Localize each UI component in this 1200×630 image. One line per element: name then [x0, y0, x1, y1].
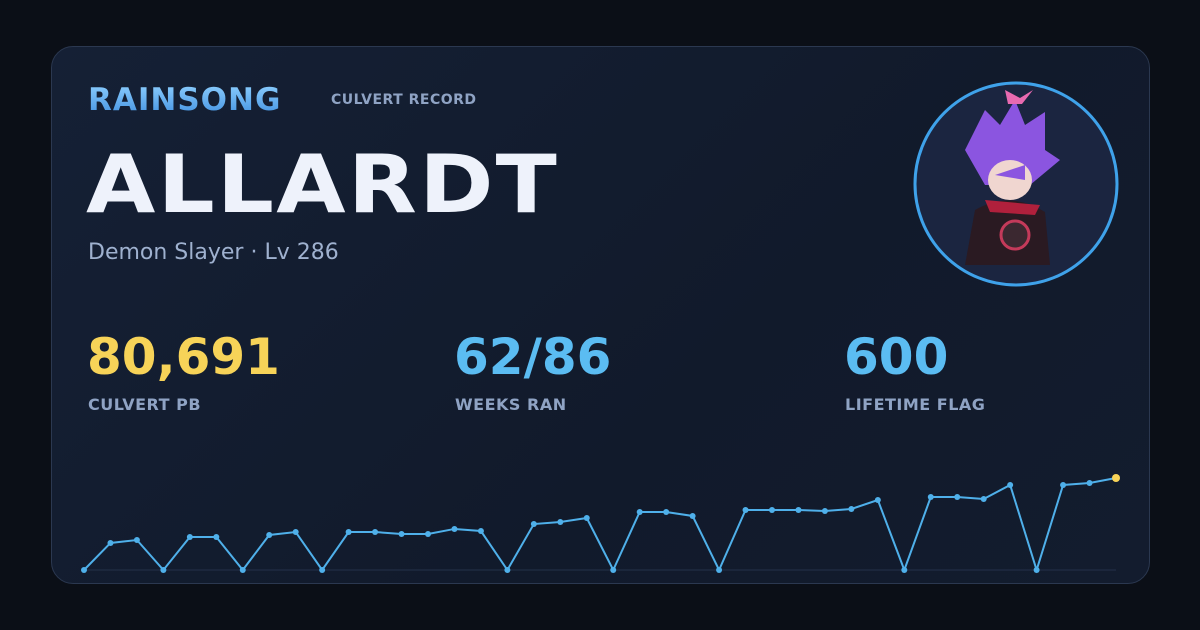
record-label: CULVERT RECORD [331, 92, 477, 108]
data-point [213, 534, 220, 541]
avatar [913, 81, 1119, 287]
data-point [874, 496, 881, 503]
data-point [81, 567, 87, 573]
character-name: ALLARDT [86, 138, 560, 231]
data-point [451, 525, 458, 532]
data-point [583, 515, 590, 522]
data-point [980, 495, 987, 502]
data-point [610, 567, 617, 573]
data-point [266, 531, 273, 538]
character-class: Demon Slayer · Lv 286 [88, 240, 339, 265]
data-point [1112, 474, 1120, 482]
data-point [107, 539, 114, 546]
stat-label: LIFETIME FLAG [845, 395, 986, 414]
sparkline [83, 477, 1117, 574]
data-point [398, 530, 405, 537]
data-point [133, 537, 140, 544]
data-point [769, 507, 775, 514]
stat-value: 600 [844, 328, 949, 386]
data-point [636, 508, 643, 515]
data-point [239, 567, 246, 573]
data-point [292, 529, 299, 536]
data-point [927, 494, 934, 501]
data-point [1007, 481, 1014, 488]
data-point [742, 507, 749, 514]
stat-value: 80,691 [87, 328, 280, 386]
data-point [1086, 480, 1093, 487]
data-point [954, 494, 961, 501]
data-point [689, 512, 696, 519]
data-point [345, 529, 352, 536]
data-point [1033, 567, 1040, 573]
data-point [186, 534, 193, 541]
data-point [477, 528, 484, 535]
data-point [530, 521, 537, 528]
data-point [557, 518, 564, 525]
data-point [821, 508, 828, 515]
brand: RAINSONG [88, 82, 282, 118]
data-point [901, 567, 908, 573]
data-point [372, 529, 379, 536]
data-point [848, 506, 855, 513]
data-point [716, 567, 723, 573]
data-point [425, 530, 431, 537]
data-point [319, 567, 326, 573]
stat-label: WEEKS RAN [455, 395, 567, 414]
data-point [663, 508, 670, 515]
data-point [1060, 481, 1067, 488]
stat-value: 62/86 [454, 328, 612, 386]
data-point [160, 567, 167, 573]
stat-label: CULVERT PB [88, 395, 202, 414]
data-point [504, 567, 511, 573]
data-point [795, 507, 802, 514]
